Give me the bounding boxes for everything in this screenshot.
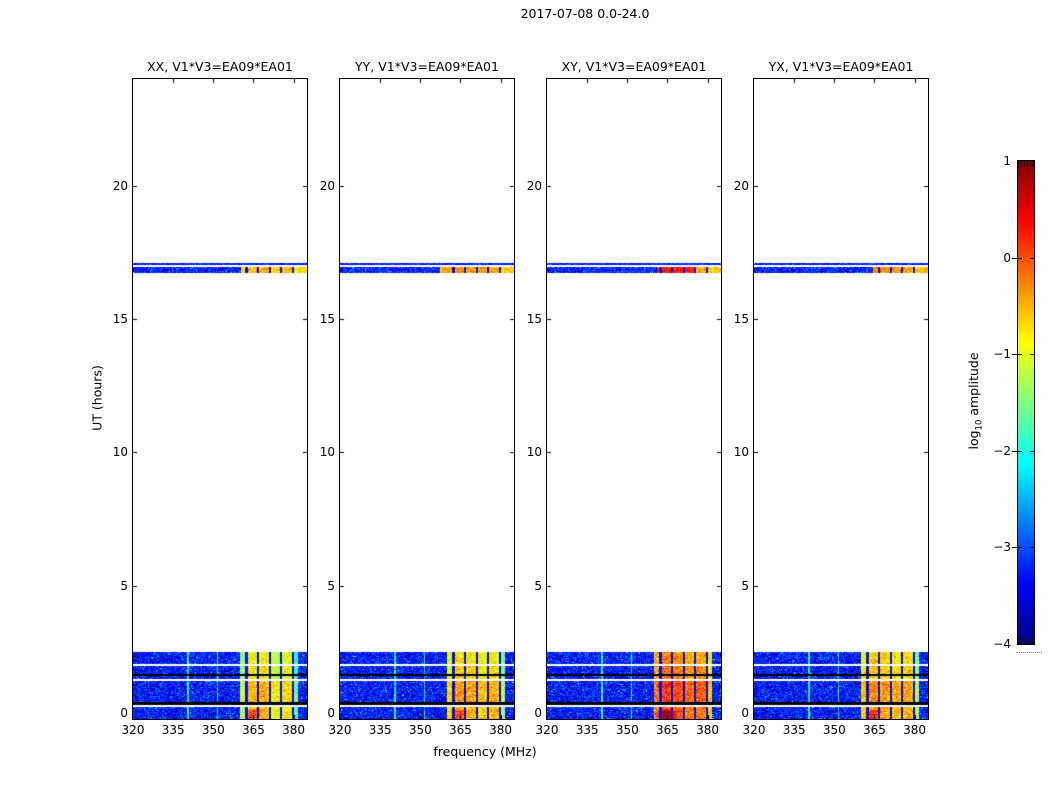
colorbar-dotted-line xyxy=(1016,652,1042,653)
x-tick-label: 350 xyxy=(201,723,225,737)
x-axis-label: frequency (MHz) xyxy=(433,744,537,759)
y-tick-label: 20 xyxy=(319,178,335,193)
colorbar-tick-mark xyxy=(1030,450,1034,452)
colorbar-tick-label: −3 xyxy=(993,540,1011,555)
colorbar-tick-mark xyxy=(1018,450,1022,452)
y-tick-label: 20 xyxy=(733,178,749,193)
colorbar-tick-label: −2 xyxy=(993,443,1011,458)
y-tick-label: 5 xyxy=(534,578,542,593)
colorbar-label-prefix: log xyxy=(965,430,981,450)
spectrogram-canvas-yy xyxy=(340,79,514,719)
colorbar-bottom-hatch-marks xyxy=(1018,638,1034,644)
y-tick-label: 5 xyxy=(327,578,335,593)
y-tick-label: 10 xyxy=(112,445,128,460)
y-tick-label: 10 xyxy=(733,445,749,460)
x-tick-label: 320 xyxy=(535,723,559,737)
x-tick-label: 335 xyxy=(575,723,599,737)
figure-title: 2017-07-08 0.0-24.0 xyxy=(520,6,650,21)
colorbar-tick-mark xyxy=(1018,547,1022,549)
y-tick-label: 15 xyxy=(112,312,128,326)
x-tick-label: 350 xyxy=(822,723,846,737)
colorbar-tick-label: 0 xyxy=(1003,250,1011,265)
colorbar-tick-mark xyxy=(1030,354,1034,356)
y-tick-label: 10 xyxy=(526,445,542,460)
y-tick-label: 0 xyxy=(741,706,749,720)
y-tick-label: 0 xyxy=(120,706,128,720)
x-tick-label: 365 xyxy=(863,723,886,737)
heatmap-panel-xy xyxy=(546,78,722,720)
x-tick-label: 320 xyxy=(328,723,352,737)
colorbar-tick-mark xyxy=(1012,354,1017,356)
colorbar-tick-mark xyxy=(1018,354,1022,356)
y-axis-label: UT (hours) xyxy=(89,365,105,431)
colorbar-tick-mark xyxy=(1012,257,1017,259)
y-tick-label: 20 xyxy=(112,178,128,193)
heatmap-panel-yy xyxy=(339,78,515,720)
spectrogram-canvas-xx xyxy=(133,79,307,719)
y-tick-label: 20 xyxy=(526,178,542,193)
colorbar-label-suffix: amplitude xyxy=(965,352,981,420)
colorbar-tick-mark xyxy=(1012,547,1017,549)
y-tick-label: 0 xyxy=(327,706,335,720)
colorbar-tick-mark xyxy=(1018,257,1022,259)
x-tick-label: 365 xyxy=(242,723,265,737)
colorbar-tick-label: −1 xyxy=(993,347,1011,362)
spectrogram-canvas-xy xyxy=(547,79,721,719)
panel-title-xy: XY, V1*V3=EA09*EA01 xyxy=(561,59,707,74)
colorbar-label: log10 amplitude xyxy=(966,352,985,449)
colorbar-tick-label: −4 xyxy=(993,637,1011,651)
x-tick-label: 335 xyxy=(368,723,392,737)
x-tick-label: 335 xyxy=(782,723,806,737)
colorbar-tick-label: 1 xyxy=(1003,154,1011,168)
y-tick-label: 0 xyxy=(534,706,542,720)
colorbar-tick-mark xyxy=(1030,257,1034,259)
y-tick-label: 15 xyxy=(526,312,542,326)
x-tick-label: 350 xyxy=(615,723,639,737)
x-tick-label: 365 xyxy=(449,723,472,737)
x-tick-label: 380 xyxy=(489,723,513,737)
colorbar-top-hatch-marks xyxy=(1018,161,1034,167)
panel-title-yy: YY, V1*V3=EA09*EA01 xyxy=(355,59,499,74)
y-tick-label: 10 xyxy=(319,445,335,460)
x-tick-label: 320 xyxy=(742,723,766,737)
colorbar-tick-mark xyxy=(1030,547,1034,549)
heatmap-panel-yx xyxy=(753,78,929,720)
x-tick-label: 365 xyxy=(656,723,679,737)
x-tick-label: 335 xyxy=(161,723,185,737)
y-tick-label: 5 xyxy=(120,578,128,593)
spectrogram-canvas-yx xyxy=(754,79,928,719)
panel-title-xx: XX, V1*V3=EA09*EA01 xyxy=(147,59,293,74)
x-tick-label: 380 xyxy=(282,723,306,737)
y-tick-label: 5 xyxy=(741,578,749,593)
panel-title-yx: YX, V1*V3=EA09*EA01 xyxy=(768,59,914,74)
y-tick-label: 15 xyxy=(319,312,335,326)
heatmap-panel-xx xyxy=(132,78,308,720)
x-tick-label: 380 xyxy=(903,723,927,737)
x-tick-label: 380 xyxy=(696,723,720,737)
x-tick-label: 320 xyxy=(121,723,145,737)
x-tick-label: 350 xyxy=(408,723,432,737)
colorbar-label-sub: 10 xyxy=(974,419,985,431)
colorbar-tick-mark xyxy=(1012,450,1017,452)
colorbar xyxy=(1017,160,1035,645)
y-tick-label: 15 xyxy=(733,312,749,326)
